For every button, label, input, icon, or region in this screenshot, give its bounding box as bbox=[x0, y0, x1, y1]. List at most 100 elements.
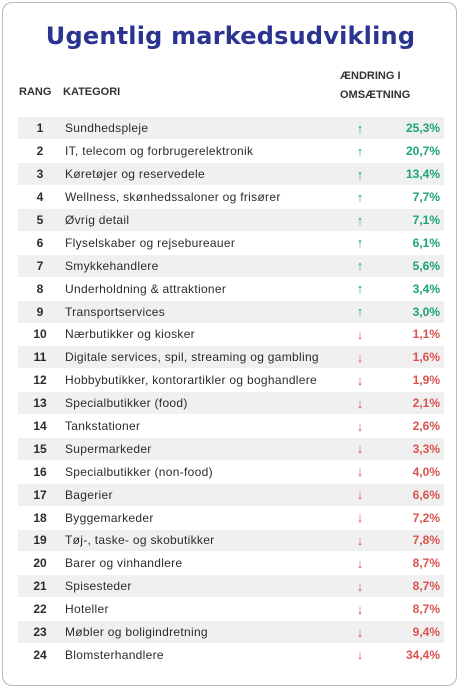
change-value: 34,4% bbox=[385, 643, 444, 667]
arrow-up-icon: ↑ bbox=[335, 277, 385, 301]
table-row: 7 Smykkehandlere ↑ 5,6% bbox=[18, 254, 444, 278]
table-row: 19 Tøj-, taske- og skobutikker ↓ 7,8% bbox=[18, 529, 444, 553]
category-cell: Hoteller bbox=[60, 597, 335, 622]
arrow-up-icon: ↑ bbox=[335, 117, 385, 141]
ranking-table-body: 1 Sundhedspleje ↑ 25,3% 2 IT, telecom og forb… bbox=[18, 117, 444, 667]
table-row: 12 Hobbybutikker, kontorartikler og bogha… bbox=[18, 368, 444, 393]
arrow-up-icon: ↑ bbox=[335, 300, 385, 324]
rank-cell: 4 bbox=[18, 185, 60, 210]
rank-cell: 13 bbox=[18, 391, 60, 416]
change-value: 3,3% bbox=[385, 437, 444, 461]
category-cell: Nærbutikker og kiosker bbox=[60, 323, 335, 347]
rank-cell: 3 bbox=[18, 162, 60, 187]
arrow-up-icon: ↑ bbox=[335, 208, 385, 232]
table-row: 3 Køretøjer og reservedele ↑ 13,4% bbox=[18, 162, 444, 187]
rank-cell: 12 bbox=[18, 368, 60, 393]
table-row: 2 IT, telecom og forbrugerelektronik ↑ 20,7… bbox=[18, 139, 444, 164]
rank-cell: 16 bbox=[18, 460, 60, 484]
category-cell: Køretøjer og reservedele bbox=[60, 162, 335, 187]
category-cell: Hobbybutikker, kontorartikler og boghand… bbox=[60, 368, 335, 393]
category-cell: Byggemarkeder bbox=[60, 506, 335, 530]
change-value: 1,1% bbox=[385, 323, 444, 347]
category-cell: Supermarkeder bbox=[60, 437, 335, 461]
change-value: 8,7% bbox=[385, 574, 444, 599]
category-cell: Smykkehandlere bbox=[60, 254, 335, 278]
change-value: 9,4% bbox=[385, 620, 444, 644]
table-row: 4 Wellness, skønhedssaloner og frisører ↑ 7… bbox=[18, 185, 444, 210]
change-value: 1,6% bbox=[385, 345, 444, 370]
change-value: 13,4% bbox=[385, 162, 444, 187]
page-title: Ugentlig markedsudvikling bbox=[45, 22, 416, 50]
header-change-line2: OMSÆTNING bbox=[340, 89, 411, 101]
arrow-down-icon: ↓ bbox=[335, 574, 385, 599]
table-row: 8 Underholdning & attraktioner ↑ 3,4% bbox=[18, 277, 444, 301]
rank-cell: 24 bbox=[18, 643, 60, 667]
header-change: ÆNDRING I OMSÆTNING bbox=[340, 67, 410, 105]
category-cell: Tankstationer bbox=[60, 414, 335, 438]
arrow-up-icon: ↑ bbox=[335, 185, 385, 210]
category-cell: Flyselskaber og rejsebureauer bbox=[60, 231, 335, 255]
category-cell: Digitale services, spil, streaming og ga… bbox=[60, 345, 335, 370]
header-category: KATEGORI bbox=[63, 86, 121, 98]
rank-cell: 1 bbox=[18, 117, 60, 141]
arrow-down-icon: ↓ bbox=[335, 391, 385, 416]
arrow-up-icon: ↑ bbox=[335, 139, 385, 164]
table-row: 17 Bagerier ↓ 6,6% bbox=[18, 483, 444, 507]
arrow-up-icon: ↑ bbox=[335, 254, 385, 278]
rank-cell: 2 bbox=[18, 139, 60, 164]
change-value: 8,7% bbox=[385, 597, 444, 622]
rank-cell: 10 bbox=[18, 323, 60, 347]
arrow-up-icon: ↑ bbox=[335, 231, 385, 255]
change-value: 7,8% bbox=[385, 529, 444, 553]
table-row: 18 Byggemarkeder ↓ 7,2% bbox=[18, 506, 444, 530]
header-change-line1: ÆNDRING I bbox=[340, 70, 401, 82]
table-row: 10 Nærbutikker og kiosker ↓ 1,1% bbox=[18, 323, 444, 347]
change-value: 6,1% bbox=[385, 231, 444, 255]
table-row: 11 Digitale services, spil, streaming og … bbox=[18, 345, 444, 370]
change-value: 7,1% bbox=[385, 208, 444, 232]
table-row: 20 Barer og vinhandlere ↓ 8,7% bbox=[18, 551, 444, 576]
arrow-down-icon: ↓ bbox=[335, 643, 385, 667]
table-row: 9 Transportservices ↑ 3,0% bbox=[18, 300, 444, 324]
table-row: 23 Møbler og boligindretning ↓ 9,4% bbox=[18, 620, 444, 644]
category-cell: Wellness, skønhedssaloner og frisører bbox=[60, 185, 335, 210]
arrow-down-icon: ↓ bbox=[335, 483, 385, 507]
arrow-down-icon: ↓ bbox=[335, 345, 385, 370]
table-row: 14 Tankstationer ↓ 2,6% bbox=[18, 414, 444, 438]
header-rank: RANG bbox=[19, 86, 52, 98]
rank-cell: 9 bbox=[18, 300, 60, 324]
arrow-down-icon: ↓ bbox=[335, 323, 385, 347]
change-value: 5,6% bbox=[385, 254, 444, 278]
rank-cell: 6 bbox=[18, 231, 60, 255]
category-cell: Specialbutikker (non-food) bbox=[60, 460, 335, 484]
arrow-down-icon: ↓ bbox=[335, 597, 385, 622]
category-cell: Underholdning & attraktioner bbox=[60, 277, 335, 301]
rank-cell: 7 bbox=[18, 254, 60, 278]
arrow-down-icon: ↓ bbox=[335, 460, 385, 484]
change-value: 20,7% bbox=[385, 139, 444, 164]
table-row: 22 Hoteller ↓ 8,7% bbox=[18, 597, 444, 622]
rank-cell: 22 bbox=[18, 597, 60, 622]
table-row: 21 Spisesteder ↓ 8,7% bbox=[18, 574, 444, 599]
rank-cell: 18 bbox=[18, 506, 60, 530]
change-value: 2,1% bbox=[385, 391, 444, 416]
arrow-down-icon: ↓ bbox=[335, 551, 385, 576]
category-cell: Transportservices bbox=[60, 300, 335, 324]
category-cell: Blomsterhandlere bbox=[60, 643, 335, 667]
change-value: 6,6% bbox=[385, 483, 444, 507]
table-row: 1 Sundhedspleje ↑ 25,3% bbox=[18, 117, 444, 141]
rank-cell: 5 bbox=[18, 208, 60, 232]
category-cell: Møbler og boligindretning bbox=[60, 620, 335, 644]
category-cell: Bagerier bbox=[60, 483, 335, 507]
rank-cell: 21 bbox=[18, 574, 60, 599]
change-value: 1,9% bbox=[385, 368, 444, 393]
table-row: 16 Specialbutikker (non-food) ↓ 4,0% bbox=[18, 460, 444, 484]
arrow-down-icon: ↓ bbox=[335, 506, 385, 530]
ranking-table: 1 Sundhedspleje ↑ 25,3% 2 IT, telecom og forb… bbox=[18, 117, 444, 667]
table-row: 24 Blomsterhandlere ↓ 34,4% bbox=[18, 643, 444, 667]
arrow-down-icon: ↓ bbox=[335, 529, 385, 553]
rank-cell: 19 bbox=[18, 529, 60, 553]
change-value: 7,7% bbox=[385, 185, 444, 210]
table-row: 15 Supermarkeder ↓ 3,3% bbox=[18, 437, 444, 461]
category-cell: Spisesteder bbox=[60, 574, 335, 599]
